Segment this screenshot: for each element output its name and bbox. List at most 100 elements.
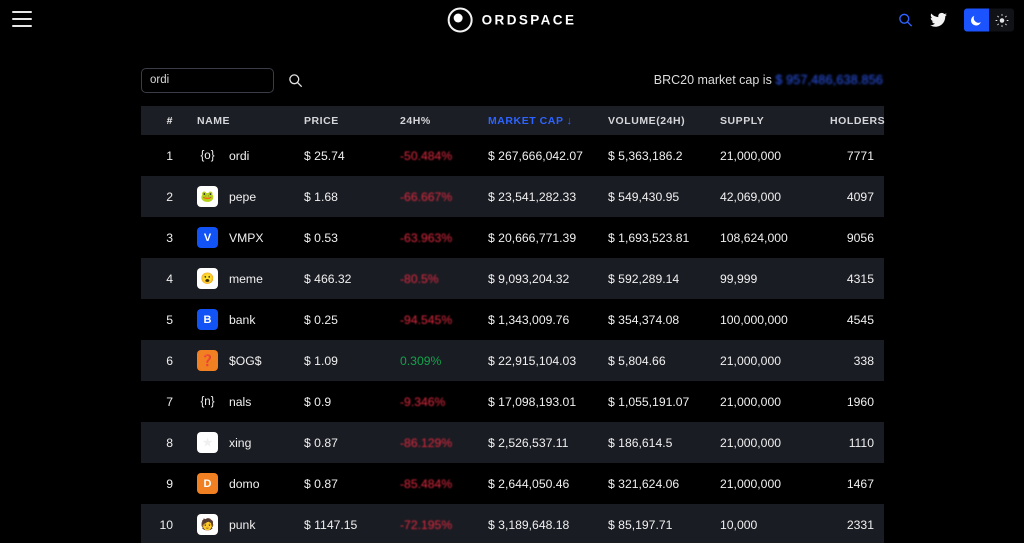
cell-price: $ 25.74 [294, 135, 390, 176]
cell-marketcap: $ 17,098,193.01 [478, 381, 598, 422]
cell-change: -63.963% [390, 217, 478, 258]
table-body: 1 {o} ordi $ 25.74 -50.484% $ 267,666,042.07 $… [141, 135, 884, 543]
bank-icon: B [197, 309, 218, 330]
cell-change: -94.545% [390, 299, 478, 340]
moon-icon[interactable] [964, 8, 989, 32]
cell-rank: 5 [141, 299, 187, 340]
cell-holders: 338 [820, 340, 884, 381]
column-header-marketcap[interactable]: MARKET CAP ↓ [478, 106, 598, 135]
table-row[interactable]: 4 😮 meme $ 466.32 -80.5% $ 9,093,204.32 $ 592,… [141, 258, 884, 299]
cell-rank: 10 [141, 504, 187, 543]
column-header-price[interactable]: PRICE [294, 106, 390, 135]
search-area [141, 67, 303, 93]
sort-desc-arrow-icon: ↓ [566, 114, 573, 127]
cell-supply: 21,000,000 [710, 463, 820, 504]
cell-marketcap: $ 9,093,204.32 [478, 258, 598, 299]
token-name: nals [229, 394, 252, 409]
cell-price: $ 1.68 [294, 176, 390, 217]
cell-holders: 4097 [820, 176, 884, 217]
table-row[interactable]: 3 V VMPX $ 0.53 -63.963% $ 20,666,771.39 $ 1,6… [141, 217, 884, 258]
cell-holders: 4545 [820, 299, 884, 340]
cell-supply: 21,000,000 [710, 422, 820, 463]
cell-volume: $ 85,197.71 [598, 504, 710, 543]
column-header-volume[interactable]: VOLUME(24H) [598, 106, 710, 135]
cell-holders: 7771 [820, 135, 884, 176]
search-icon[interactable] [898, 13, 913, 28]
token-table-wrapper: # NAME PRICE 24H% MARKET CAP ↓ VOLUME(24H… [141, 106, 885, 543]
column-header-change[interactable]: 24H% [390, 106, 478, 135]
cell-price: $ 1.09 [294, 340, 390, 381]
table-row[interactable]: 6 ❓ $OG$ $ 1.09 0.309% $ 22,915,104.03 $ 5,804… [141, 340, 884, 381]
table-row[interactable]: 8 ★ xing $ 0.87 -86.129% $ 2,526,537.11 $ 186,… [141, 422, 884, 463]
cell-marketcap: $ 2,644,050.46 [478, 463, 598, 504]
cell-name: {n} nals [187, 381, 294, 422]
column-header-name[interactable]: NAME [187, 106, 294, 135]
market-cap-summary: BRC20 market cap is $ 957,486,638.856 [654, 73, 883, 87]
change-value: -94.545% [400, 312, 453, 327]
xing-icon: ★ [197, 432, 218, 453]
cell-holders: 2331 [820, 504, 884, 543]
table-row[interactable]: 10 🧑 punk $ 1147.15 -72.195% $ 3,189,648.18 $ … [141, 504, 884, 543]
cell-volume: $ 186,614.5 [598, 422, 710, 463]
table-row[interactable]: 7 {n} nals $ 0.9 -9.346% $ 17,098,193.01 $ 1,0… [141, 381, 884, 422]
punk-icon: 🧑 [197, 514, 218, 535]
cell-rank: 4 [141, 258, 187, 299]
brand-logo[interactable]: ORDSPACE [447, 7, 577, 33]
cell-price: $ 0.87 [294, 422, 390, 463]
toolbar: BRC20 market cap is $ 957,486,638.856 [141, 54, 883, 106]
top-header: ORDSPACE [0, 0, 1024, 40]
cell-name: ★ xing [187, 422, 294, 463]
column-header-supply[interactable]: SUPPLY [710, 106, 820, 135]
ordspace-logo-icon [447, 7, 473, 33]
cell-volume: $ 5,363,186.2 [598, 135, 710, 176]
cell-change: -85.484% [390, 463, 478, 504]
theme-toggle[interactable] [964, 8, 1014, 32]
cell-price: $ 0.9 [294, 381, 390, 422]
cell-volume: $ 1,055,191.07 [598, 381, 710, 422]
change-value: -86.129% [400, 435, 453, 450]
cell-marketcap: $ 267,666,042.07 [478, 135, 598, 176]
cell-holders: 4315 [820, 258, 884, 299]
cell-marketcap: $ 3,189,648.18 [478, 504, 598, 543]
menu-icon-line [12, 18, 32, 20]
cell-supply: 99,999 [710, 258, 820, 299]
cell-rank: 3 [141, 217, 187, 258]
header-actions [898, 8, 1014, 32]
column-header-holders[interactable]: HOLDERS [820, 106, 885, 135]
token-name: pepe [229, 189, 257, 204]
cell-rank: 1 [141, 135, 187, 176]
change-value: 0.309% [400, 353, 442, 368]
cell-volume: $ 321,624.06 [598, 463, 710, 504]
sun-icon[interactable] [989, 8, 1014, 32]
token-name: domo [229, 476, 260, 491]
cell-holders: 1467 [820, 463, 884, 504]
menu-icon[interactable] [12, 11, 32, 27]
change-value: -72.195% [400, 517, 453, 532]
menu-icon-line [12, 11, 32, 13]
table-row[interactable]: 1 {o} ordi $ 25.74 -50.484% $ 267,666,042.07 $… [141, 135, 884, 176]
search-submit-icon[interactable] [288, 73, 303, 88]
cell-rank: 7 [141, 381, 187, 422]
cell-supply: 10,000 [710, 504, 820, 543]
search-input[interactable] [141, 67, 274, 93]
cell-price: $ 466.32 [294, 258, 390, 299]
cell-supply: 21,000,000 [710, 135, 820, 176]
cell-price: $ 0.25 [294, 299, 390, 340]
column-header-rank[interactable]: # [141, 106, 187, 135]
cell-supply: 42,069,000 [710, 176, 820, 217]
cell-rank: 2 [141, 176, 187, 217]
vmpx-icon: V [197, 227, 218, 248]
og-icon: ❓ [197, 350, 218, 371]
twitter-icon[interactable] [930, 12, 947, 28]
main-content: BRC20 market cap is $ 957,486,638.856 # … [0, 54, 1024, 543]
token-name: xing [229, 435, 252, 450]
cell-price: $ 0.53 [294, 217, 390, 258]
brand-name: ORDSPACE [481, 12, 577, 28]
table-header-row: # NAME PRICE 24H% MARKET CAP ↓ VOLUME(24H… [141, 106, 885, 135]
table-row[interactable]: 2 🐸 pepe $ 1.68 -66.667% $ 23,541,282.33 $ 549… [141, 176, 884, 217]
cell-holders: 9056 [820, 217, 884, 258]
